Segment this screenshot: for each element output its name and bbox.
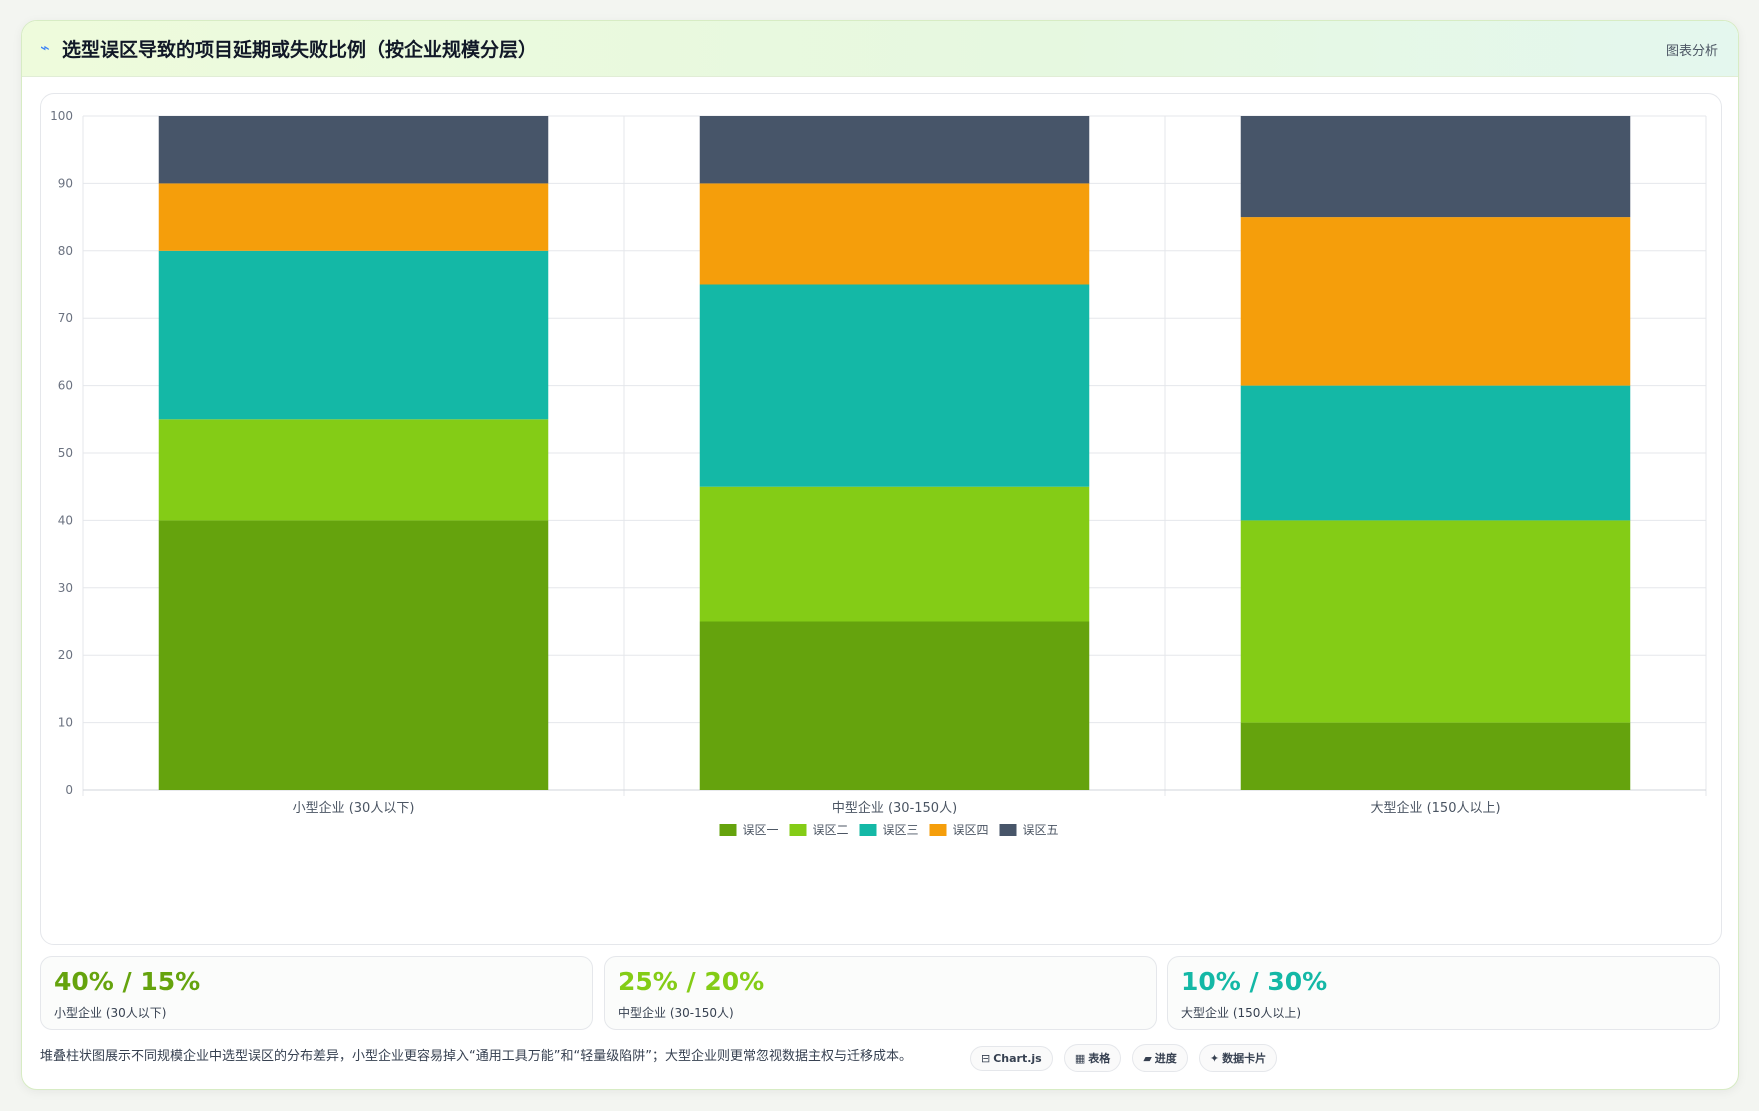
line-chart-icon: ⌁ xyxy=(40,38,50,57)
y-tick-label: 70 xyxy=(58,311,73,325)
y-tick-label: 10 xyxy=(58,716,73,730)
bar-segment xyxy=(699,116,1090,184)
stacked-bar-chart: 0 10 20 30 40 50 60 70 80 90 100 小型企业 (30人以下) 中型企业 (… xyxy=(50,109,1707,837)
bar-segment xyxy=(158,116,549,184)
card-icon: ✦ xyxy=(1209,1052,1220,1065)
legend-label: 误区一 xyxy=(743,823,779,837)
legend-swatch xyxy=(999,824,1017,836)
bar-segment xyxy=(699,284,1090,487)
legend-label: 误区二 xyxy=(813,823,849,837)
x-tick-label: 大型企业 (150人以上) xyxy=(1370,800,1500,816)
y-tick-label: 20 xyxy=(58,648,73,662)
bar-segment xyxy=(699,621,1090,790)
card-header: ⌁ 选型误区导致的项目延期或失败比例（按企业规模分层） 图表分析 xyxy=(22,21,1738,77)
chart-icon: ⊟ xyxy=(981,1052,991,1065)
legend-swatch xyxy=(929,824,947,836)
x-tick-label: 中型企业 (30-150人) xyxy=(832,800,957,816)
legend-swatch xyxy=(789,824,807,836)
tech-tags: ⊟ Chart.js ▦ 表格 ▰ 进度 ✦ 数据卡片 xyxy=(970,1044,1283,1072)
chart-card: ⌁ 选型误区导致的项目延期或失败比例（按企业规模分层） 图表分析 0 10 20 30… xyxy=(21,20,1739,1090)
y-tick-label: 60 xyxy=(58,379,73,393)
y-tick-label: 30 xyxy=(58,581,73,595)
bar-segment xyxy=(1240,520,1631,723)
chart-container: 0 10 20 30 40 50 60 70 80 90 100 小型企业 (30人以下) 中型企业 (… xyxy=(40,93,1722,945)
bar-segment xyxy=(1240,385,1631,521)
y-tick-label: 100 xyxy=(50,109,73,123)
bar-segment xyxy=(1240,116,1631,218)
pill-table[interactable]: ▦ 表格 xyxy=(1063,1044,1122,1072)
y-tick-label: 40 xyxy=(58,513,73,527)
pill-label: 进度 xyxy=(1154,1052,1177,1065)
chart-title: 选型误区导致的项目延期或失败比例（按企业规模分层） xyxy=(62,39,538,61)
stat-label: 小型企业 (30人以下) xyxy=(54,1006,167,1020)
stat-card-small: 40% / 15% 小型企业 (30人以下) xyxy=(40,956,593,1030)
stat-card-medium: 25% / 20% 中型企业 (30-150人) xyxy=(604,956,1157,1030)
stat-value: 40% / 15% xyxy=(54,967,201,996)
legend-label: 误区三 xyxy=(883,823,919,837)
stat-card-large: 10% / 30% 大型企业 (150人以上) xyxy=(1167,956,1720,1030)
y-tick-label: 90 xyxy=(58,176,73,190)
pill-progress[interactable]: ▰ 进度 xyxy=(1132,1044,1188,1072)
progress-icon: ▰ xyxy=(1143,1052,1152,1065)
bar-segment xyxy=(1240,217,1631,386)
y-tick-label: 80 xyxy=(58,244,73,258)
bar-segment xyxy=(158,250,549,420)
bar-segment xyxy=(1240,722,1631,790)
pill-label: 表格 xyxy=(1088,1052,1111,1065)
bar-segment xyxy=(158,419,549,521)
pill-chartjs[interactable]: ⊟ Chart.js xyxy=(970,1046,1053,1071)
stat-label: 大型企业 (150人以上) xyxy=(1181,1006,1302,1020)
bar-segment xyxy=(158,183,549,251)
table-icon: ▦ xyxy=(1074,1052,1086,1065)
chart-analysis-tag: 图表分析 xyxy=(1665,44,1718,59)
bar-segment xyxy=(158,520,549,790)
pill-data-card[interactable]: ✦ 数据卡片 xyxy=(1198,1044,1278,1072)
stat-cards: 40% / 15% 小型企业 (30人以下) 25% / 20% 中型企业 (3… xyxy=(40,956,1720,1030)
bar-segment xyxy=(699,183,1090,285)
x-tick-label: 小型企业 (30人以下) xyxy=(293,800,415,816)
bar-segment xyxy=(699,486,1090,622)
legend-label: 误区四 xyxy=(953,823,989,837)
stat-value: 10% / 30% xyxy=(1181,967,1328,996)
stat-value: 25% / 20% xyxy=(618,967,765,996)
pill-label: 数据卡片 xyxy=(1222,1052,1267,1065)
legend-swatch xyxy=(859,824,877,836)
y-tick-label: 0 xyxy=(65,783,73,797)
legend-label: 误区五 xyxy=(1023,823,1059,837)
legend-swatch xyxy=(719,824,737,836)
chart-description: 堆叠柱状图展示不同规模企业中选型误区的分布差异，小型企业更容易掉入“通用工具万能… xyxy=(40,1049,912,1064)
pill-label: Chart.js xyxy=(993,1052,1042,1065)
y-tick-label: 50 xyxy=(58,446,73,460)
stat-label: 中型企业 (30-150人) xyxy=(618,1006,734,1020)
